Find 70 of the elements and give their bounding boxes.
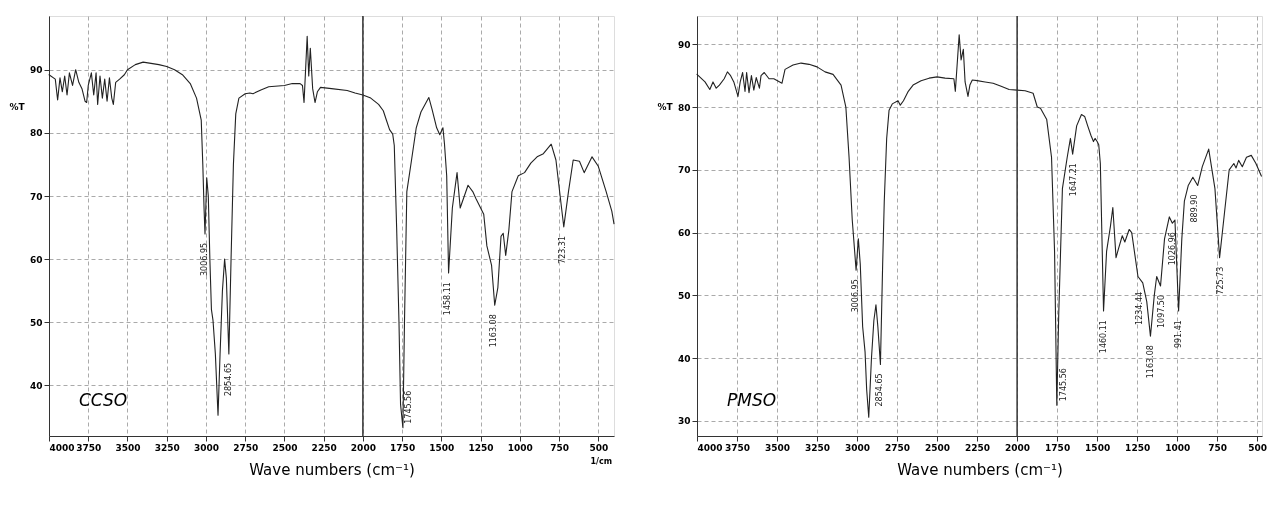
annotation: 1460.11 — [1098, 320, 1108, 354]
annotation: 3006.95 — [199, 242, 209, 276]
x-tick-label: 2000 — [1005, 442, 1031, 453]
x-tick-label: 1750 — [1045, 442, 1071, 453]
y-tick-label: 90 — [677, 39, 691, 50]
x-tick-label: 3750 — [724, 442, 751, 453]
x-tick-label: 4000 — [49, 442, 75, 453]
x-tick-label: 1750 — [390, 442, 416, 453]
annotation: 1745.56 — [403, 390, 413, 424]
x-tick-label: 1000 — [507, 442, 533, 453]
x-tick-label: 1250 — [1125, 442, 1151, 453]
y-tick-label: 30 — [677, 416, 691, 427]
annotation: 889.90 — [1189, 194, 1199, 223]
annotation: 2854.65 — [223, 362, 233, 396]
x-tick-label: 500 — [589, 442, 609, 453]
x-axis-title: Wave numbers (cm⁻¹) — [249, 460, 415, 479]
x-tick-label: 750 — [550, 442, 569, 453]
x-tick-label: 750 — [1208, 442, 1228, 453]
y-tick-label: 80 — [677, 102, 691, 113]
x-tick-label: 2500 — [272, 442, 298, 453]
x-tick-label: 1000 — [1165, 442, 1191, 453]
x-tick-label: 2750 — [885, 442, 911, 453]
line-series — [48, 35, 615, 429]
annotation: 991.41 — [1173, 320, 1183, 349]
y-tick-label: 50 — [677, 290, 691, 301]
y-tick-label: 40 — [677, 353, 691, 364]
x-tick-label: 2000 — [350, 442, 376, 453]
x-tick-label: 2750 — [233, 442, 259, 453]
y-tick-label: 80 — [29, 128, 43, 139]
x-tick-label: 3000 — [193, 442, 219, 453]
x-tick-label: 1500 — [429, 442, 455, 453]
text: 1/cm — [590, 457, 612, 466]
x-tick-label: 1250 — [468, 442, 494, 453]
annotation: 1163.08 — [1146, 345, 1156, 379]
y-axis-title: %T — [657, 101, 674, 112]
y-tick-label: 50 — [29, 317, 43, 328]
x-tick-label: 2500 — [925, 442, 951, 453]
x-tick-label: 3000 — [845, 442, 871, 453]
y-tick-label: 60 — [29, 254, 43, 265]
x-tick-label: 3500 — [115, 442, 141, 453]
annotation: 1458.11 — [442, 282, 452, 316]
annotation: 1026.96 — [1167, 232, 1177, 266]
y-tick-label: 60 — [677, 228, 691, 239]
annotation: 1163.08 — [489, 314, 499, 348]
annotation: 723.31 — [558, 235, 568, 264]
annotation: 1234.44 — [1134, 291, 1144, 325]
x-tick-label: 500 — [1248, 442, 1268, 453]
x-tick-label: 4000 — [697, 442, 723, 453]
annotation: 2854.65 — [875, 373, 885, 407]
x-tick-label: 3750 — [76, 442, 102, 453]
annotation: 3006.95 — [850, 279, 860, 313]
line-series — [696, 34, 1262, 418]
x-tick-label: 3250 — [154, 442, 180, 453]
x-tick-label: 3500 — [765, 442, 791, 453]
x-axis-title: Wave numbers (cm⁻¹) — [897, 460, 1063, 479]
x-tick-label: 2250 — [311, 442, 337, 453]
x-tick-label: 1500 — [1085, 442, 1111, 453]
annotation: CCSO — [79, 390, 128, 410]
y-axis-title: %T — [9, 101, 26, 112]
x-tick-label: 2250 — [965, 442, 991, 453]
annotation: 1097.50 — [1156, 294, 1166, 329]
y-tick-label: 40 — [29, 380, 43, 391]
annotation: 725.73 — [1216, 266, 1226, 295]
annotation: PMSO — [727, 390, 777, 410]
y-tick-label: 90 — [29, 65, 43, 76]
x-tick-label: 3250 — [805, 442, 831, 453]
annotation: 1647.21 — [1068, 163, 1078, 197]
y-tick-label: 70 — [677, 165, 691, 176]
annotation: 1745.56 — [1058, 368, 1068, 402]
y-tick-label: 70 — [29, 191, 43, 202]
